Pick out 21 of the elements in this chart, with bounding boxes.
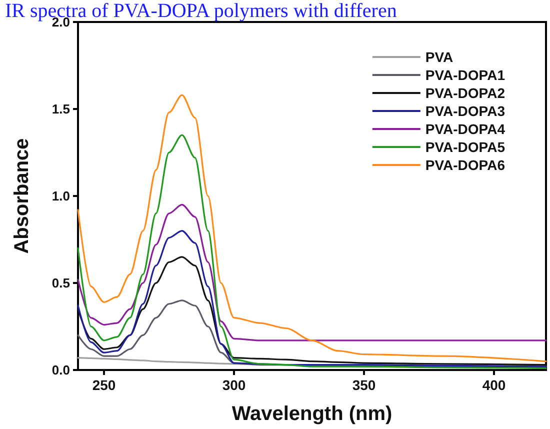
line-series [77, 256, 547, 366]
line-series [77, 230, 547, 368]
legend-label: PVA-DOPA2 [425, 85, 506, 101]
legend-label: PVA-DOPA4 [425, 121, 506, 137]
line-series [77, 134, 547, 370]
y-axis-title: Absorbance [11, 138, 33, 254]
y-tick-label: 0.0 [52, 362, 70, 378]
legend-label: PVA-DOPA6 [425, 157, 506, 173]
legend-label: PVA-DOPA1 [425, 67, 506, 83]
line-series [77, 204, 547, 342]
y-tick-label: 1.0 [52, 188, 70, 204]
y-tick-label: 0.5 [52, 276, 70, 290]
x-tick-label: 400 [482, 377, 506, 393]
y-tick-label: 1.5 [52, 102, 70, 116]
legend-label: PVA [425, 49, 454, 65]
legend-label: PVA-DOPA5 [425, 139, 506, 155]
x-axis-title: Wavelength (nm) [232, 403, 392, 425]
x-tick-label: 350 [352, 377, 376, 393]
x-tick-label: 300 [222, 377, 246, 393]
x-tick-label: 250 [92, 377, 116, 393]
legend-label: PVA-DOPA3 [425, 103, 506, 119]
